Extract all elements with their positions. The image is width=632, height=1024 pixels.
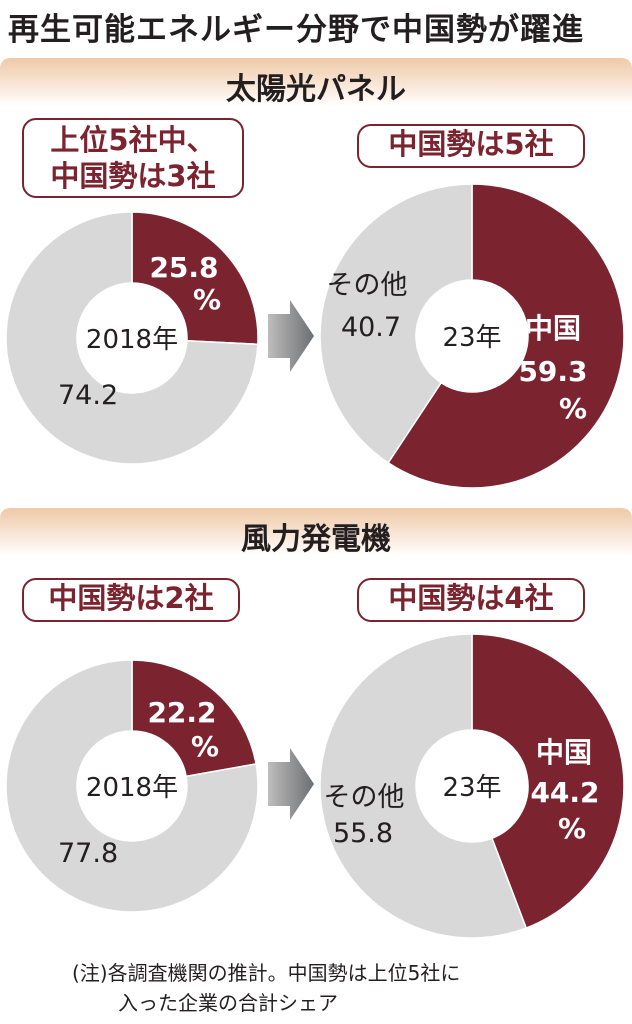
callout-wind-2018: 中国勢は2社 (22, 578, 240, 622)
chart-3-other-value: 77.8 (58, 838, 118, 869)
section-heading-solar: 太陽光パネル (226, 72, 406, 107)
chart-2-china-label: 中国 (525, 312, 581, 345)
chart-4-china-label: 中国 (536, 736, 592, 769)
chart-3-slice-china (131, 659, 257, 778)
chart-2-slice-other (319, 183, 473, 464)
chart-1-other-value: 74.2 (58, 380, 118, 411)
chart-2-china-unit: % (559, 392, 587, 425)
chart-4-other-value: 55.8 (333, 818, 393, 849)
chart-2-slice-china (387, 183, 625, 489)
infographic-title: 再生可能エネルギー分野で中国勢が躍進 (8, 12, 584, 48)
footnote-line-2: 入った企業の合計シェア (118, 991, 338, 1015)
arrow-icon-2 (268, 748, 314, 820)
chart-3-slice-other (5, 659, 259, 913)
footnote-line-1: (注)各調査機関の推計。中国勢は上位5社に (72, 961, 461, 985)
chart-3-china-unit: % (191, 730, 219, 763)
callout-solar-2018: 上位5社中、 中国勢は3社 (22, 118, 244, 198)
section-heading-wind: 風力発電機 (241, 522, 391, 557)
chart-1-china-value: 25.8 (149, 251, 218, 284)
callout-wind-2023: 中国勢は4社 (357, 578, 585, 622)
chart-4-china-value: 44.2 (530, 776, 599, 809)
chart-1-slice-china (131, 211, 259, 346)
chart-4-slice-china (471, 633, 625, 929)
arrow-icon-1 (268, 300, 314, 372)
footnote: (注)各調査機関の推計。中国勢は上位5社に 入った企業の合計シェア (72, 958, 592, 1018)
chart-1-slice-other (5, 211, 259, 465)
chart-4-china-unit: % (558, 812, 586, 845)
chart-2-china-value: 59.3 (518, 355, 587, 388)
chart-4-slice-other (319, 633, 528, 939)
chart-2-other-label: その他 (327, 270, 408, 301)
chart-2-center-label: 23年 (442, 323, 501, 353)
chart-3-china-value: 22.2 (147, 696, 216, 729)
chart-3-center-label: 2018年 (86, 773, 178, 803)
chart-4-center-label: 23年 (442, 773, 501, 803)
callout-solar-2023: 中国勢は5社 (357, 124, 585, 168)
chart-4-other-label: その他 (324, 782, 405, 813)
section-header-wind: 風力発電機 (0, 508, 632, 557)
chart-1-china-unit: % (193, 283, 221, 316)
chart-2-other-value: 40.7 (341, 312, 401, 343)
chart-1-center-label: 2018年 (86, 325, 178, 355)
section-header-solar: 太陽光パネル (0, 58, 632, 107)
